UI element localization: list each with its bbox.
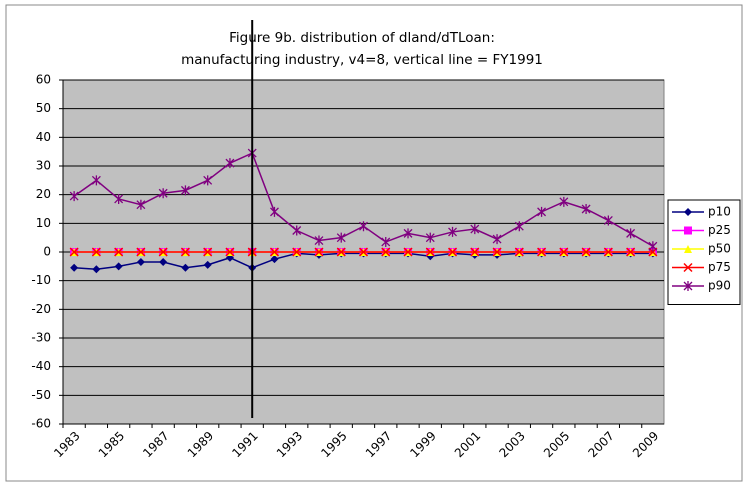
marker <box>603 247 613 257</box>
marker <box>603 215 613 226</box>
marker <box>683 281 693 291</box>
marker <box>537 247 547 257</box>
marker <box>136 247 146 257</box>
marker <box>181 263 190 272</box>
marker <box>91 247 101 257</box>
marker <box>470 224 480 235</box>
marker <box>684 226 692 235</box>
marker <box>514 247 524 257</box>
marker <box>559 247 569 257</box>
marker <box>203 247 213 257</box>
marker <box>69 191 79 202</box>
legend-label: p50 <box>708 242 731 256</box>
marker <box>203 260 212 269</box>
marker <box>514 221 524 232</box>
marker <box>269 247 279 257</box>
marker <box>381 247 391 257</box>
marker <box>358 247 369 257</box>
marker <box>69 247 79 257</box>
legend-label: p10 <box>708 205 731 219</box>
marker <box>403 247 413 257</box>
y-tick-label: -10 <box>31 273 51 287</box>
marker <box>180 185 190 196</box>
marker <box>203 175 213 186</box>
marker <box>158 188 168 199</box>
marker <box>581 204 591 214</box>
marker <box>314 235 324 246</box>
marker <box>70 263 79 272</box>
marker <box>648 241 658 252</box>
marker <box>136 199 146 210</box>
marker <box>136 258 145 267</box>
marker <box>225 158 235 169</box>
marker <box>225 247 235 257</box>
marker <box>492 234 502 245</box>
marker <box>448 247 458 257</box>
marker <box>270 206 279 217</box>
marker <box>448 226 457 237</box>
marker <box>114 262 123 271</box>
marker <box>336 232 346 243</box>
chart-title: manufacturing industry, v4=8, vertical l… <box>181 52 543 68</box>
marker <box>684 208 692 216</box>
y-tick-label: 60 <box>36 73 51 87</box>
y-tick-label: 10 <box>36 216 51 230</box>
legend-label: p90 <box>708 279 731 293</box>
y-tick-label: -30 <box>31 331 51 345</box>
y-tick-label: -20 <box>31 302 51 316</box>
marker <box>314 247 324 257</box>
y-tick-label: 0 <box>43 245 51 259</box>
marker <box>92 265 101 274</box>
legend-label: p25 <box>708 223 731 237</box>
marker <box>114 247 124 257</box>
marker <box>158 247 168 257</box>
marker <box>559 196 569 207</box>
y-tick-label: 30 <box>36 159 51 173</box>
series <box>69 148 658 252</box>
marker <box>684 245 692 253</box>
y-tick-label: 50 <box>36 101 51 115</box>
marker <box>359 221 368 232</box>
marker <box>581 247 591 257</box>
marker <box>180 247 190 257</box>
marker <box>683 262 693 273</box>
marker <box>425 232 435 243</box>
y-tick-label: -40 <box>31 359 51 373</box>
marker <box>292 225 302 236</box>
y-tick-label: -60 <box>31 417 51 431</box>
marker <box>470 247 480 257</box>
marker <box>626 247 636 257</box>
marker <box>403 228 413 239</box>
y-tick-label: 20 <box>36 187 51 201</box>
marker <box>159 258 168 267</box>
marker <box>270 255 279 264</box>
chart-title: Figure 9b. distribution of dland/dTLoan: <box>229 30 495 46</box>
marker <box>492 247 502 257</box>
marker <box>292 247 302 257</box>
marker <box>114 193 124 204</box>
marker <box>381 236 391 247</box>
marker <box>91 175 101 186</box>
marker <box>425 247 435 257</box>
marker <box>626 228 636 239</box>
y-tick-label: 40 <box>36 130 51 144</box>
y-tick-label: -50 <box>31 388 51 402</box>
series <box>69 247 658 257</box>
marker <box>537 206 547 217</box>
marker <box>336 247 346 257</box>
legend-label: p75 <box>708 260 731 274</box>
legend-box <box>667 199 741 305</box>
